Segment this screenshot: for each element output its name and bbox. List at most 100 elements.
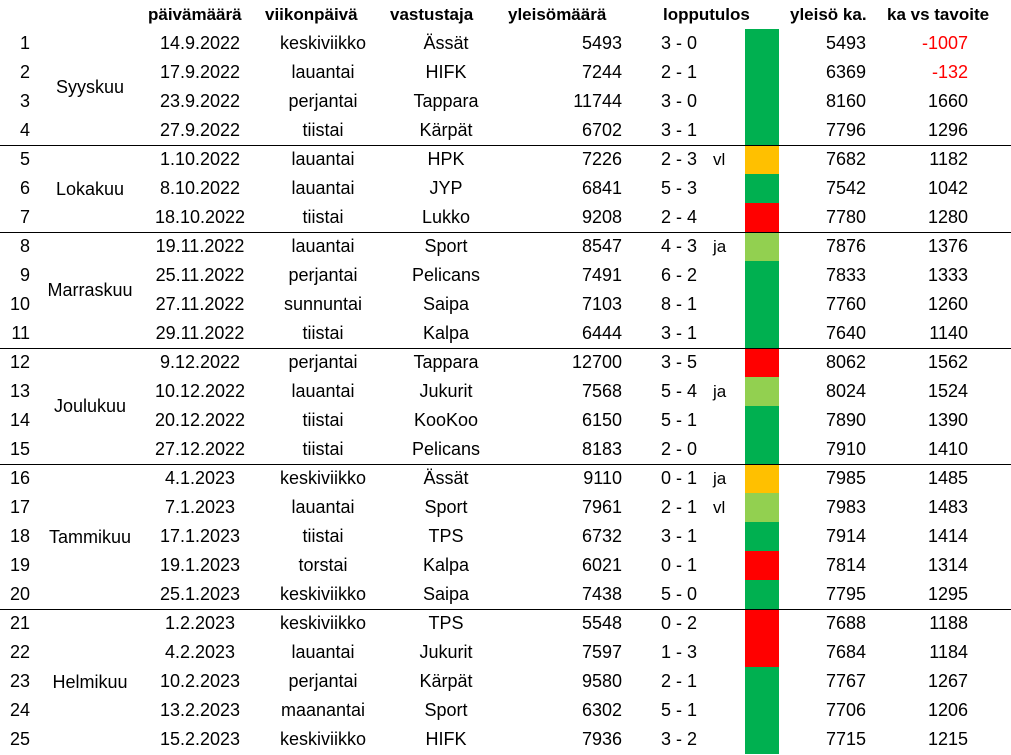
result-status-swatch[interactable] (745, 87, 779, 116)
weekday-cell[interactable]: torstai (298, 555, 348, 575)
weekday-cell[interactable]: lauantai (291, 149, 355, 169)
average-cell[interactable]: 7760 (825, 294, 866, 314)
month-label[interactable]: Helmikuu (52, 671, 128, 692)
opponent-cell[interactable]: TPS (428, 526, 464, 546)
result-status-swatch[interactable] (745, 522, 779, 551)
row-number[interactable]: 10 (9, 294, 30, 314)
row-number[interactable]: 4 (19, 120, 30, 140)
attendance-cell[interactable]: 7597 (581, 642, 622, 662)
date-cell[interactable]: 19.11.2022 (155, 236, 245, 256)
header-vs-target[interactable]: ka vs tavoite (887, 5, 990, 24)
header-opponent[interactable]: vastustaja (390, 5, 474, 24)
result-cell[interactable]: 2 - 3 (661, 149, 698, 169)
vs-target-cell[interactable]: 1562 (927, 352, 968, 372)
opponent-cell[interactable]: Tappara (413, 91, 479, 111)
result-status-swatch[interactable] (745, 609, 779, 638)
date-cell[interactable]: 27.11.2022 (155, 294, 245, 314)
attendance-cell[interactable]: 7936 (581, 729, 622, 749)
date-cell[interactable]: 19.1.2023 (159, 555, 241, 575)
attendance-cell[interactable]: 6732 (581, 526, 622, 546)
result-cell[interactable]: 2 - 1 (661, 62, 698, 82)
weekday-cell[interactable]: tiistai (302, 526, 344, 546)
row-number[interactable]: 14 (9, 410, 30, 430)
weekday-cell[interactable]: perjantai (288, 265, 358, 285)
date-cell[interactable]: 10.12.2022 (154, 381, 246, 401)
opponent-cell[interactable]: Kalpa (422, 555, 470, 575)
average-cell[interactable]: 7985 (825, 468, 866, 488)
attendance-cell[interactable]: 7438 (581, 584, 622, 604)
vs-target-cell[interactable]: -1007 (921, 33, 968, 53)
result-status-swatch[interactable] (745, 58, 779, 87)
result-cell[interactable]: 5 - 3 (661, 178, 698, 198)
row-number[interactable]: 25 (9, 729, 30, 749)
date-cell[interactable]: 13.2.2023 (159, 700, 241, 720)
month-label[interactable]: Marraskuu (47, 280, 133, 300)
result-cell[interactable]: 2 - 1 (661, 671, 698, 691)
result-cell[interactable]: 5 - 0 (661, 584, 698, 604)
average-cell[interactable]: 7876 (825, 236, 866, 256)
result-cell[interactable]: 6 - 2 (661, 265, 698, 285)
opponent-cell[interactable]: KooKoo (413, 410, 479, 430)
row-number[interactable]: 7 (19, 207, 30, 227)
opponent-cell[interactable]: Jukurit (419, 381, 473, 401)
row-number[interactable]: 8 (19, 236, 30, 256)
attendance-cell[interactable]: 7226 (581, 149, 622, 169)
date-cell[interactable]: 23.9.2022 (159, 91, 241, 111)
vs-target-cell[interactable]: 1267 (927, 671, 968, 691)
vs-target-cell[interactable]: 1376 (927, 236, 968, 256)
weekday-cell[interactable]: sunnuntai (283, 294, 363, 314)
result-status-swatch[interactable] (745, 493, 779, 522)
average-cell[interactable]: 7767 (825, 671, 866, 691)
vs-target-cell[interactable]: 1042 (927, 178, 968, 198)
average-cell[interactable]: 7914 (825, 526, 866, 546)
result-cell[interactable]: 3 - 1 (661, 120, 698, 140)
result-status-swatch[interactable] (745, 319, 779, 348)
row-number[interactable]: 24 (9, 700, 30, 720)
opponent-cell[interactable]: Sport (424, 497, 468, 517)
weekday-cell[interactable]: lauantai (291, 642, 355, 662)
weekday-cell[interactable]: perjantai (288, 352, 358, 372)
weekday-cell[interactable]: tiistai (302, 439, 344, 459)
result-cell[interactable]: 5 - 1 (661, 700, 698, 720)
attendance-cell[interactable]: 7244 (581, 62, 622, 82)
date-cell[interactable]: 8.10.2022 (159, 178, 241, 198)
vs-target-cell[interactable]: 1410 (927, 439, 968, 459)
vs-target-cell[interactable]: 1524 (927, 381, 968, 401)
vs-target-cell[interactable]: 1414 (927, 526, 968, 546)
result-cell[interactable]: 3 - 1 (661, 526, 698, 546)
weekday-cell[interactable]: lauantai (291, 178, 355, 198)
month-label[interactable]: Tammikuu (48, 526, 132, 547)
weekday-cell[interactable]: lauantai (291, 381, 355, 401)
date-cell[interactable]: 9.12.2022 (159, 352, 241, 372)
vs-target-cell[interactable]: 1314 (927, 555, 968, 575)
opponent-cell[interactable]: Pelicans (411, 439, 481, 459)
result-status-swatch[interactable] (745, 145, 779, 174)
attendance-cell[interactable]: 6150 (581, 410, 622, 430)
attendance-cell[interactable]: 6302 (581, 700, 622, 720)
result-cell[interactable]: 4 - 3 (661, 236, 698, 256)
row-number[interactable]: 16 (9, 468, 30, 488)
weekday-cell[interactable]: keskiviikko (279, 729, 367, 749)
result-status-swatch[interactable] (745, 638, 779, 667)
vs-target-cell[interactable]: 1295 (927, 584, 968, 604)
row-number[interactable]: 11 (11, 323, 30, 343)
month-label[interactable]: Lokakuu (55, 178, 125, 199)
result-cell[interactable]: 0 - 2 (661, 613, 698, 633)
average-cell[interactable]: 7814 (825, 555, 866, 575)
average-cell[interactable]: 7682 (825, 149, 866, 169)
weekday-cell[interactable]: keskiviikko (279, 33, 367, 53)
vs-target-cell[interactable]: 1184 (929, 642, 968, 662)
date-cell[interactable]: 10.2.2023 (159, 671, 241, 691)
result-status-swatch[interactable] (745, 29, 779, 58)
vs-target-cell[interactable]: 1296 (927, 120, 968, 140)
average-cell[interactable]: 7706 (825, 700, 866, 720)
result-status-swatch[interactable] (745, 464, 779, 493)
vs-target-cell[interactable]: 1140 (929, 323, 968, 343)
row-number[interactable]: 22 (9, 642, 30, 662)
result-cell[interactable]: 1 - 3 (661, 642, 698, 662)
average-cell[interactable]: 7833 (825, 265, 866, 285)
opponent-cell[interactable]: Sport (424, 236, 468, 256)
header-weekday[interactable]: viikonpäivä (265, 5, 358, 24)
average-cell[interactable]: 7715 (825, 729, 866, 749)
row-number[interactable]: 13 (9, 381, 30, 401)
